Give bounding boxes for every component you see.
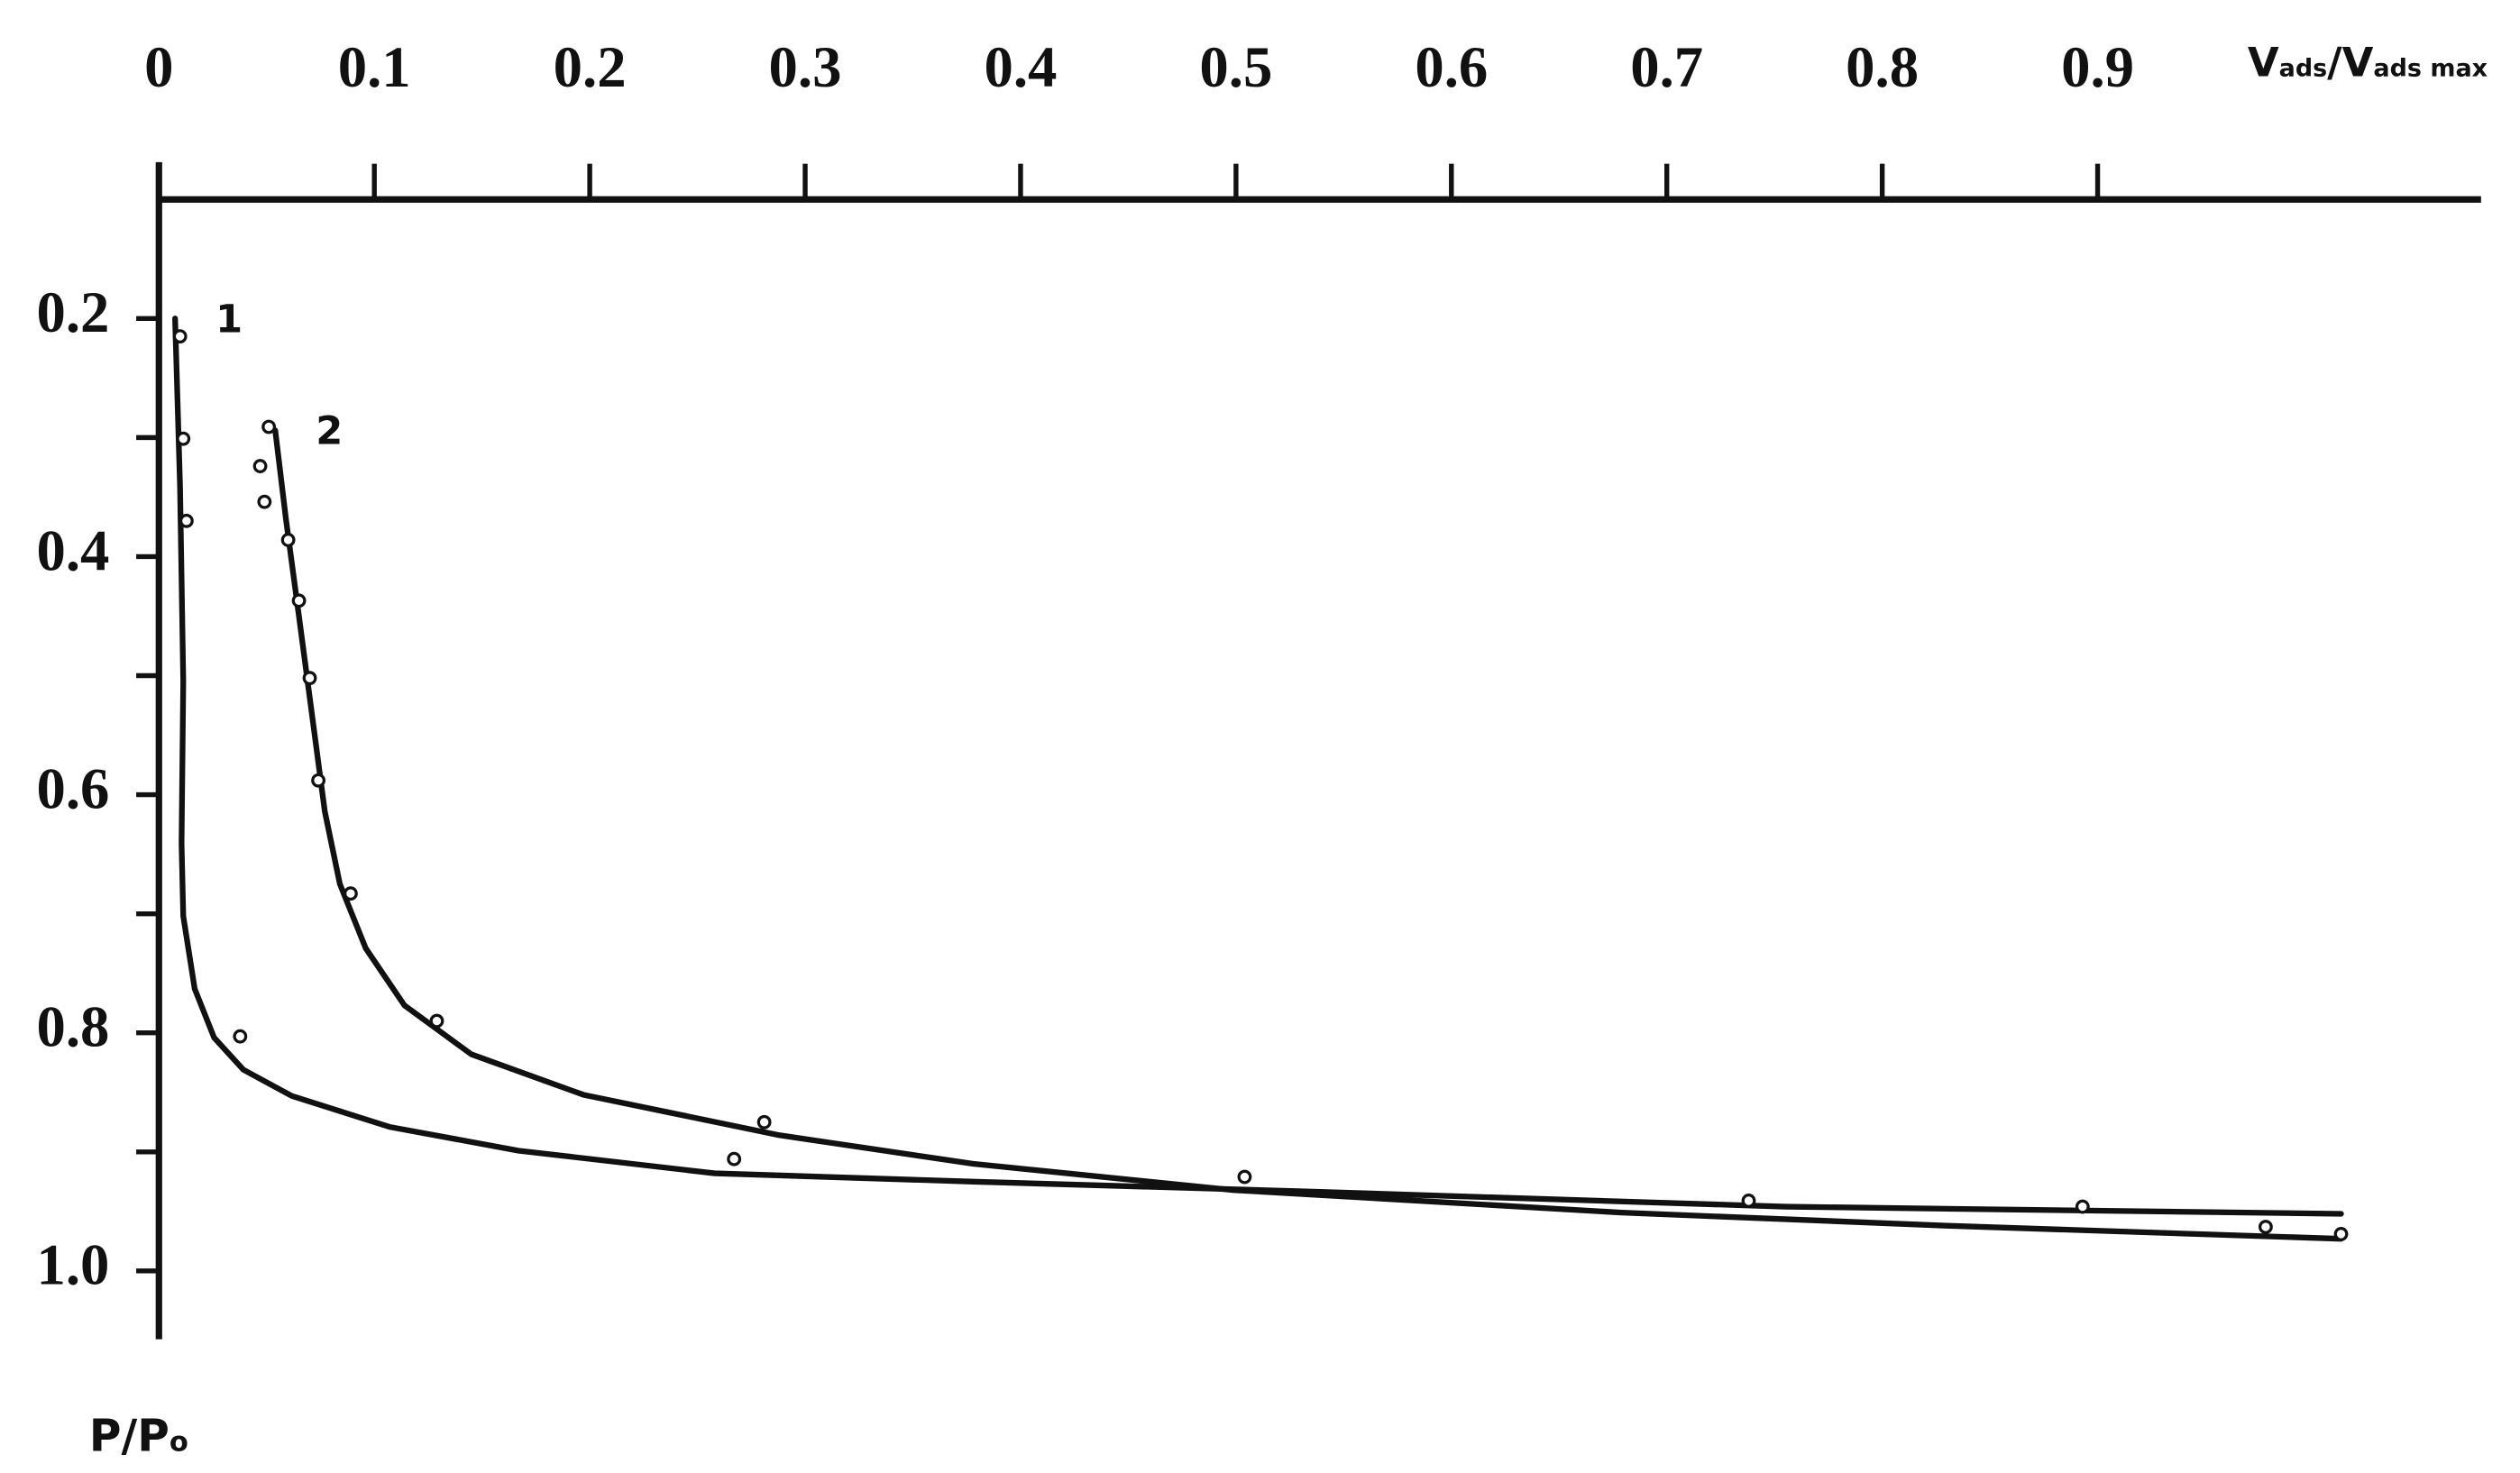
data-point — [1237, 1169, 1252, 1185]
x-axis-label: Vads/Vads max — [2248, 39, 2488, 87]
y-label-part: o — [170, 1427, 188, 1459]
y-tick-label: 0.8 — [36, 995, 109, 1060]
data-point — [179, 513, 194, 528]
data-point — [429, 1013, 444, 1029]
x-tick-label: 0.1 — [338, 35, 411, 100]
x-tick-label: 0.4 — [984, 35, 1057, 100]
data-point — [2075, 1199, 2090, 1214]
x-tick-label: 0.9 — [2061, 35, 2134, 100]
x-tick-label: 0.3 — [769, 35, 842, 100]
series-label: 1 — [215, 297, 243, 342]
data-point — [2258, 1220, 2273, 1234]
x-tick-label: 0.7 — [1630, 35, 1703, 100]
x-tick-label: 0.5 — [1199, 35, 1272, 100]
fit-curve — [172, 316, 2344, 1217]
x-label-part: V — [2248, 39, 2279, 87]
fit-curve — [272, 427, 2344, 1242]
data-point — [233, 1029, 248, 1044]
x-label-part: ads max — [2373, 55, 2488, 83]
data-point — [302, 671, 317, 686]
y-tick-label: 1.0 — [36, 1233, 109, 1298]
x-tick-label: 0 — [144, 35, 173, 100]
data-point — [257, 494, 272, 509]
data-point — [1741, 1194, 1756, 1208]
x-tick-label: 0.6 — [1415, 35, 1488, 100]
x-label-part: ads — [2279, 55, 2328, 83]
data-point — [311, 773, 325, 788]
x-label-part: /V — [2327, 39, 2373, 87]
data-point — [261, 419, 277, 435]
x-tick-label: 0.2 — [554, 35, 627, 100]
data-point — [756, 1114, 772, 1130]
y-tick-label: 0.4 — [36, 518, 109, 583]
series-label: 2 — [316, 409, 343, 454]
y-tick-label: 0.6 — [36, 756, 109, 821]
data-point — [343, 886, 358, 901]
data-point — [176, 431, 191, 446]
y-tick-label: 0.2 — [36, 280, 109, 345]
data-point — [2333, 1227, 2349, 1241]
y-label-part: P/P — [89, 1412, 170, 1462]
data-point — [172, 329, 188, 344]
y-axis-label: P/Po — [89, 1412, 188, 1462]
data-point — [291, 593, 307, 608]
x-tick-label: 0.8 — [1846, 35, 1919, 100]
data-point — [280, 533, 296, 547]
data-point — [727, 1151, 742, 1167]
data-point — [252, 459, 268, 473]
